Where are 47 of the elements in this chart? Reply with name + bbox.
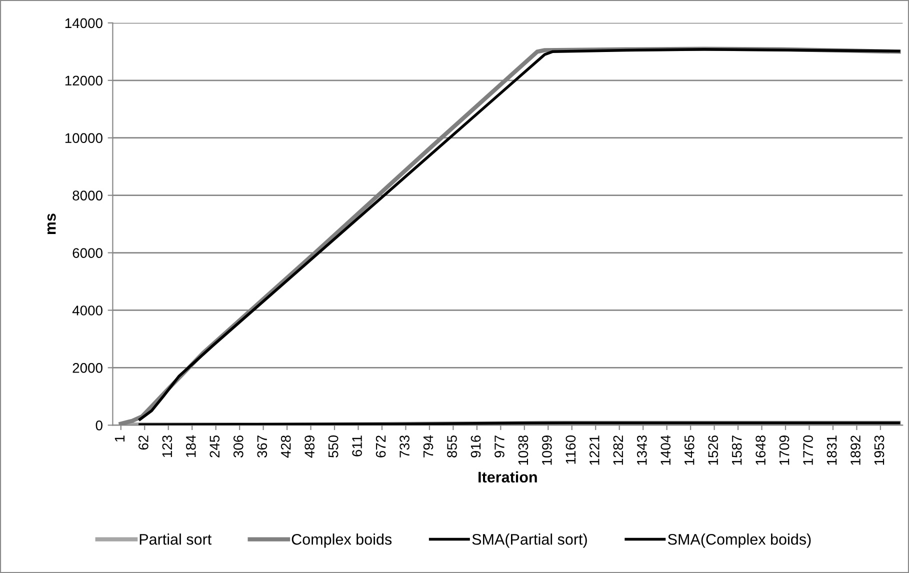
legend-label: Complex boids: [292, 534, 392, 548]
x-tick-label: 1526: [708, 435, 718, 465]
x-tick-label: 977: [494, 436, 504, 458]
y-tick-label: 14000: [65, 18, 102, 28]
x-tick-label: 1221: [590, 436, 600, 465]
x-tick-label: 1099: [542, 436, 552, 465]
x-tick-label: 1770: [803, 435, 813, 465]
y-tick-label: 0: [96, 420, 102, 430]
legend-label: Partial sort: [140, 534, 212, 545]
x-tick-label: 1892: [850, 436, 860, 465]
y-tick-label: 10000: [65, 133, 102, 144]
x-tick-label: 1: [114, 436, 124, 442]
x-tick-label: 184: [186, 435, 196, 457]
y-tick-label: 2000: [72, 363, 102, 373]
x-tick-label: 123: [162, 435, 172, 457]
y-axis-title: ms: [47, 214, 56, 234]
x-tick-label: 1404: [660, 435, 671, 465]
x-tick-label: 428: [280, 435, 291, 458]
x-tick-label: 245: [210, 435, 220, 458]
x-tick-label: 611: [352, 436, 362, 456]
x-tick-label: 794: [423, 435, 434, 458]
x-tick-label: 672: [376, 436, 386, 458]
x-tick-label: 1282: [613, 436, 624, 465]
x-axis-title: Iteration: [478, 471, 537, 483]
x-tick-label: 1709: [779, 436, 790, 465]
x-tick-label: 1648: [756, 435, 766, 465]
legend-label: SMA(Complex boids): [668, 534, 811, 548]
x-tick-label: 1160: [566, 435, 576, 464]
x-tick-label: 367: [257, 436, 268, 458]
y-tick-label: 6000: [72, 248, 102, 258]
x-tick-label: 1343: [636, 435, 647, 465]
x-tick-label: 306: [233, 435, 244, 458]
x-tick-label: 489: [304, 436, 315, 458]
x-tick-label: 1953: [874, 435, 884, 465]
y-tick-label: 8000: [72, 190, 102, 200]
x-tick-label: 1587: [732, 436, 742, 465]
x-tick-label: 62: [138, 436, 148, 450]
x-tick-label: 916: [470, 435, 481, 458]
x-tick-label: 1038: [518, 435, 528, 465]
y-tick-label: 12000: [65, 76, 102, 86]
legend-label: SMA(Partial sort): [472, 534, 587, 548]
x-tick-label: 855: [447, 435, 457, 458]
x-tick-label: 733: [400, 435, 410, 458]
y-tick-label: 4000: [72, 306, 102, 316]
x-tick-label: 1831: [826, 436, 837, 465]
x-tick-label: 550: [328, 435, 338, 458]
x-tick-label: 1465: [684, 435, 694, 465]
